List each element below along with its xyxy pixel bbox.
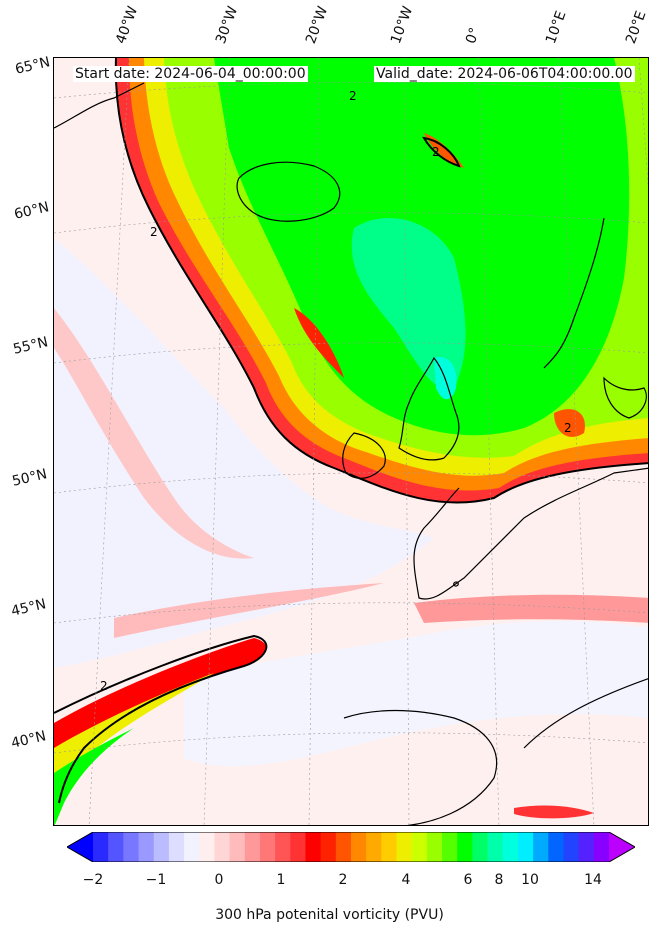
colorbar-tick-1: 1 — [276, 872, 286, 888]
colorbar-swatch — [123, 832, 140, 862]
colorbar-tick-2: 2 — [338, 872, 348, 888]
colorbar-swatch — [244, 832, 261, 862]
contour-2pvu-sw — [54, 634, 268, 804]
colorbar-swatch — [229, 832, 246, 862]
colorbar-swatch — [442, 832, 458, 862]
colorbar-swatch — [275, 832, 291, 862]
colorbar-swatch — [93, 832, 109, 862]
mediterranean-coast — [523, 678, 648, 749]
contour-2pvu-main — [114, 58, 648, 504]
contour-label-2: 2 — [150, 225, 158, 239]
colorbar-swatch — [214, 832, 231, 862]
lon-label-10e: 10°E — [542, 8, 570, 46]
colorbar-extend-min — [67, 832, 93, 862]
france-coast — [413, 467, 648, 600]
colorbar-tick-14: 14 — [584, 872, 602, 888]
colorbar-swatch — [199, 832, 215, 862]
denmark — [603, 376, 647, 419]
contour-label-3: 2 — [432, 145, 440, 159]
colorbar-extend-max — [609, 832, 635, 862]
lon-label-20w: 20°W — [302, 4, 332, 46]
colorbar-swatch — [259, 832, 276, 862]
valid-date-label: Valid_date: 2024-06-06T04:00:00.00 — [374, 66, 635, 82]
colorbar-swatch — [351, 832, 367, 862]
pv-field-svg: 2 2 2 2 2 — [54, 58, 648, 825]
great-britain — [398, 356, 460, 461]
colorbar-swatch — [548, 832, 564, 862]
colorbar-swatch — [472, 832, 489, 862]
colorbar-swatch — [168, 832, 185, 862]
pv-blob-east — [554, 409, 585, 437]
contour-label-5: 2 — [100, 679, 108, 693]
sw-pv-red — [54, 638, 267, 808]
lat-label-65n: 65°N — [13, 54, 52, 78]
lat-label-40n: 40°N — [9, 728, 48, 752]
colorbar-swatch — [335, 832, 352, 862]
colorbar-swatch — [184, 832, 200, 862]
coastlines — [54, 82, 648, 825]
pv-streamer-west — [54, 308, 254, 559]
lon-label-0: 0° — [462, 25, 484, 46]
colorbar-swatch — [487, 832, 504, 862]
lat-label-55n: 55°N — [11, 334, 50, 358]
lon-label-20e: 20°E — [622, 8, 650, 46]
colorbar-swatch — [138, 832, 155, 862]
colorbar-swatch — [517, 832, 534, 862]
lon-label-30w: 30°W — [212, 4, 242, 46]
low-pv-region — [54, 238, 434, 668]
start-date-label: Start date: 2024-06-04_00:00:00 — [73, 66, 308, 82]
colorbar-swatch — [396, 832, 413, 862]
colorbar-swatch — [381, 832, 398, 862]
colorbar-swatch — [366, 832, 382, 862]
colorbar-swatch — [563, 832, 580, 862]
ireland — [342, 432, 386, 479]
lat-label-50n: 50°N — [10, 466, 49, 490]
colorbar-swatch — [290, 832, 306, 862]
contour-2pvu-closed — [422, 136, 461, 168]
lon-label-40w: 40°W — [112, 4, 142, 46]
colorbar-tick-8: 8 — [494, 872, 504, 888]
colorbar-swatch — [305, 832, 322, 862]
colorbar-tick-neg1: −1 — [145, 872, 167, 888]
contour-label-1: 2 — [349, 89, 357, 103]
colorbar-tick-4: 4 — [401, 872, 411, 888]
low-pv-region-south — [184, 621, 648, 767]
colorbar-swatch — [578, 832, 595, 862]
colorbar-swatch — [153, 832, 170, 862]
pv-streamer-east — [414, 594, 648, 623]
norway-coast — [543, 217, 605, 369]
sw-pv-green — [54, 728, 134, 825]
colorbar-swatch — [533, 832, 549, 862]
colorbar-swatch — [320, 832, 337, 862]
iceland — [236, 161, 341, 222]
lon-label-10w: 10°W — [387, 4, 417, 46]
high-pv-cyan-core — [351, 218, 466, 390]
lat-label-60n: 60°N — [12, 199, 51, 223]
colorbar-swatch — [426, 832, 443, 862]
pv-map: 2 2 2 2 2 — [53, 57, 649, 826]
colorbar — [67, 832, 635, 862]
lat-label-45n: 45°N — [9, 596, 48, 620]
colorbar-swatch — [593, 832, 610, 862]
colorbar-swatch — [411, 832, 428, 862]
colorbar-swatch — [108, 832, 124, 862]
pv-streamer-mid — [114, 583, 384, 638]
greenland-coast — [54, 82, 145, 129]
colorbar-tick-neg2: −2 — [82, 872, 104, 888]
pv-streak-1 — [294, 308, 344, 378]
colorbar-tick-6: 6 — [463, 872, 473, 888]
colorbar-swatch — [457, 832, 473, 862]
colorbar-swatch — [502, 832, 519, 862]
colorbar-tick-10: 10 — [521, 872, 539, 888]
pv-blob-south — [514, 805, 594, 819]
colorbar-tick-0: 0 — [214, 872, 224, 888]
contour-label-4: 2 — [564, 421, 572, 435]
iberia-coast — [343, 709, 498, 825]
colorbar-label: 300 hPa potenital vorticity (PVU) — [215, 907, 444, 923]
corsica — [453, 581, 459, 587]
graticule — [54, 58, 648, 825]
